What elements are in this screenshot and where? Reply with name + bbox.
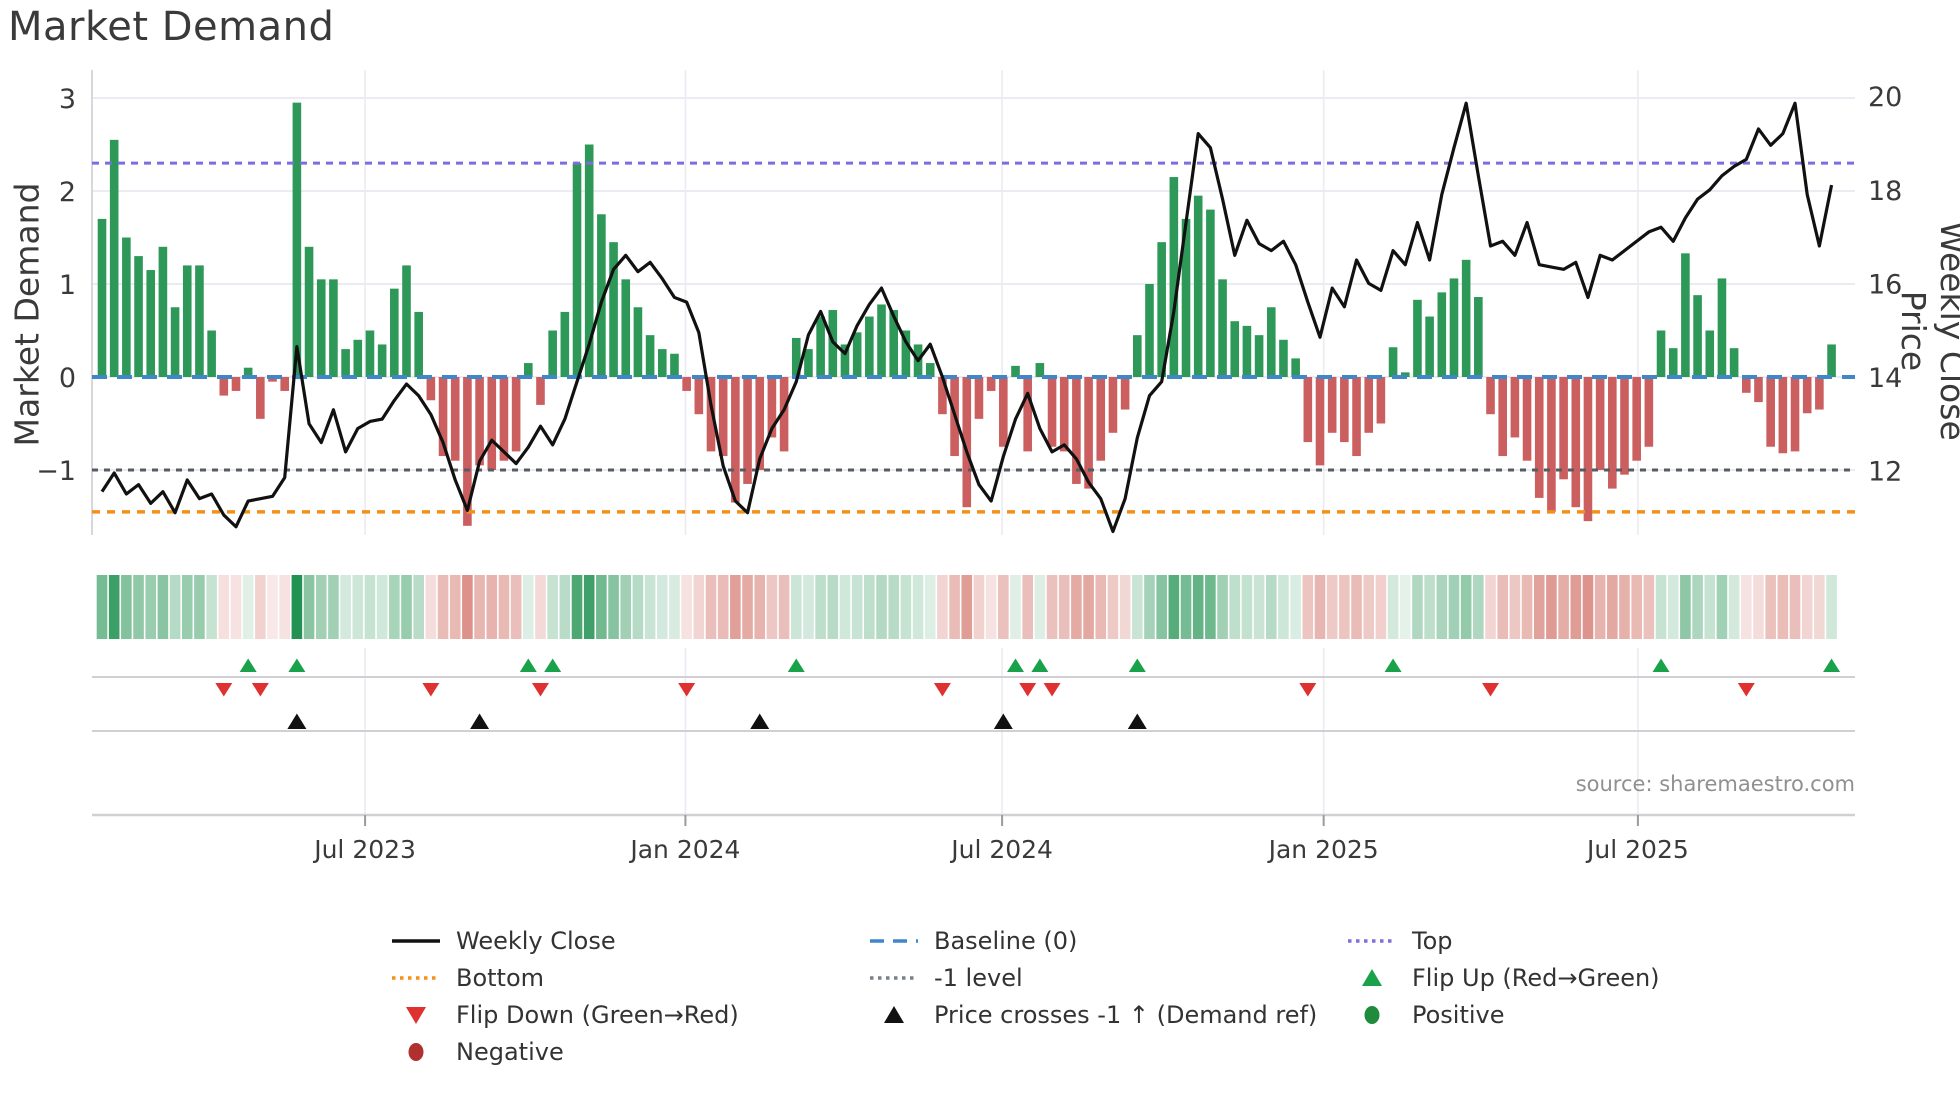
flip-down-markers xyxy=(215,683,1755,697)
bottom-dots-icon xyxy=(390,967,442,989)
demand-heatmap-strip xyxy=(96,575,1837,639)
legend-item-baseline: Baseline (0) xyxy=(868,927,1346,955)
page-title: Market Demand xyxy=(8,4,335,50)
minus-one-dots-icon xyxy=(868,967,920,989)
svg-text:Jul 2023: Jul 2023 xyxy=(312,835,416,864)
svg-text:Jul 2024: Jul 2024 xyxy=(949,835,1053,864)
legend-item-positive: Positive xyxy=(1346,1001,1824,1029)
legend-item-flip-up: Flip Up (Red→Green) xyxy=(1346,964,1824,992)
legend-item-price-cross: Price crosses -1 ↑ (Demand ref) xyxy=(868,1001,1346,1029)
svg-text:20: 20 xyxy=(1868,82,1902,113)
svg-text:18: 18 xyxy=(1868,176,1902,207)
weekly-close-line-icon xyxy=(390,930,442,952)
svg-text:3: 3 xyxy=(59,84,76,115)
x-tick-labels: Jul 2023 Jan 2024 Jul 2024 Jan 2025 Jul 2025 xyxy=(312,835,1689,864)
svg-text:−1: −1 xyxy=(36,456,76,487)
svg-text:1: 1 xyxy=(59,270,76,301)
flip-up-markers xyxy=(239,658,1841,672)
legend-item-flip-down: Flip Down (Green→Red) xyxy=(390,1001,868,1029)
negative-dot-icon xyxy=(390,1041,442,1063)
left-tick-labels: 3 2 1 0 −1 xyxy=(36,84,76,487)
baseline-dash-icon xyxy=(868,930,920,952)
legend-item-bottom: Bottom xyxy=(390,964,868,992)
svg-text:Jul 2025: Jul 2025 xyxy=(1585,835,1689,864)
flip-up-triangle-icon xyxy=(1346,967,1398,989)
legend-item-negative: Negative xyxy=(390,1038,868,1066)
svg-text:0: 0 xyxy=(59,363,76,394)
demand-bars xyxy=(97,102,1836,526)
x-axis-ticks xyxy=(364,815,1639,826)
positive-dot-icon xyxy=(1346,1004,1398,1026)
svg-text:source: sharemaestro.com: source: sharemaestro.com xyxy=(1576,772,1855,796)
svg-text:2: 2 xyxy=(59,177,76,208)
chart-legend: Weekly Close Baseline (0) Top Bottom -1 … xyxy=(390,922,1824,1070)
weekly-close-price-line xyxy=(100,101,1834,534)
legend-item-top: Top xyxy=(1346,927,1824,955)
svg-text:Jan 2025: Jan 2025 xyxy=(1267,835,1379,864)
svg-text:14: 14 xyxy=(1868,363,1902,394)
svg-text:12: 12 xyxy=(1868,457,1902,488)
flip-down-triangle-icon xyxy=(390,1004,442,1026)
svg-text:Jan 2024: Jan 2024 xyxy=(628,835,740,864)
legend-item-minus-one: -1 level xyxy=(868,964,1346,992)
price-cross-markers xyxy=(287,713,1147,729)
right-tick-labels: 20 18 16 14 12 xyxy=(1868,82,1902,487)
price-cross-triangle-icon xyxy=(868,1004,920,1026)
svg-text:16: 16 xyxy=(1868,269,1902,300)
source-text: source: sharemaestro.com xyxy=(1576,772,1855,796)
top-dots-icon xyxy=(1346,930,1398,952)
legend-item-weekly-close: Weekly Close xyxy=(390,927,868,955)
